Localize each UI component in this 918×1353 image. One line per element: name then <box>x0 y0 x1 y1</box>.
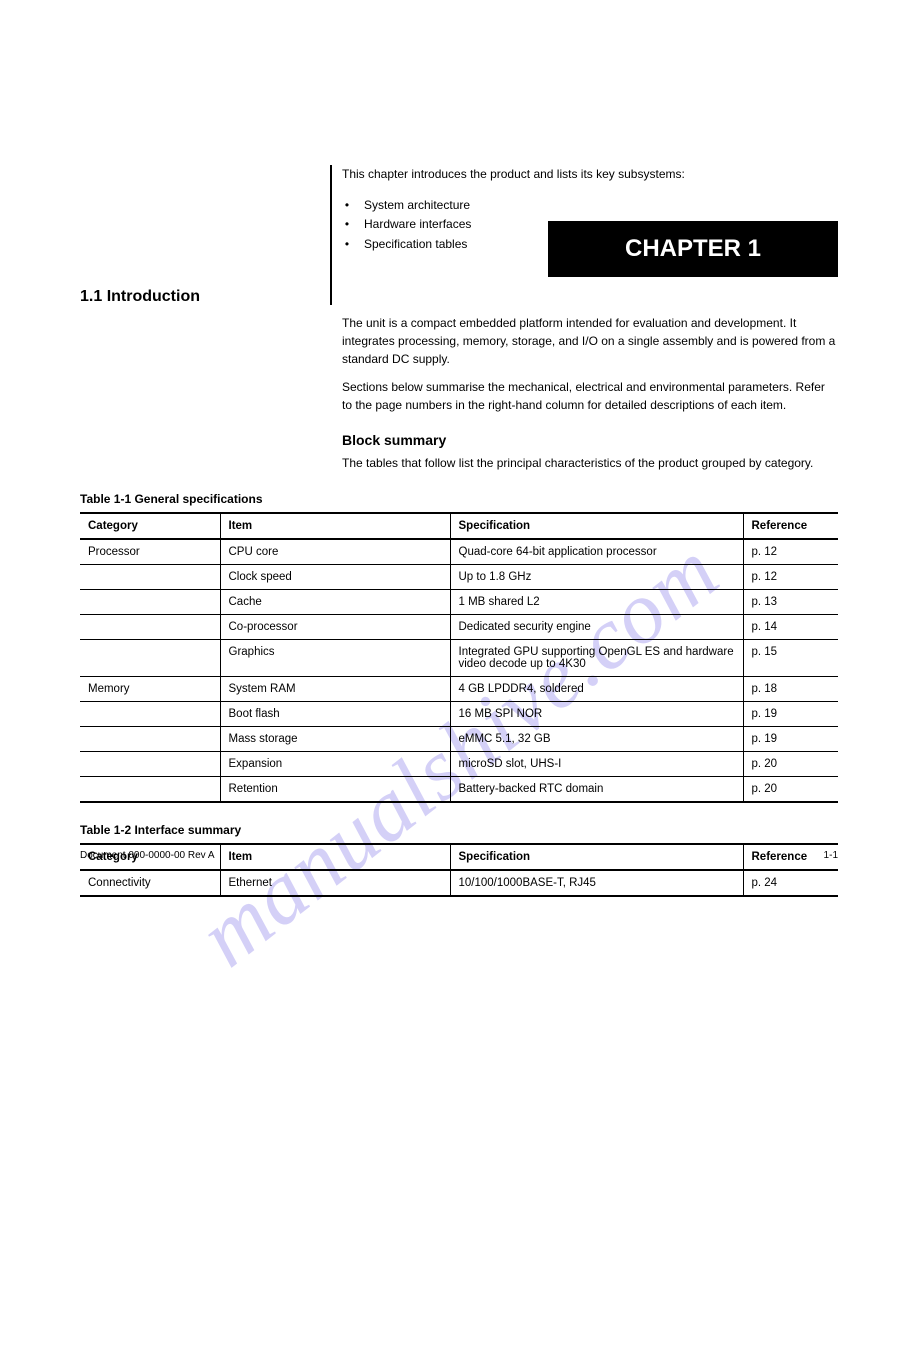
table-cell: 16 MB SPI NOR <box>450 701 743 726</box>
table-cell: System RAM <box>220 676 450 701</box>
table-row: RetentionBattery-backed RTC domainp. 20 <box>80 776 838 802</box>
chapter-abstract: This chapter introduces the product and … <box>342 165 838 184</box>
bullet-icon: • <box>342 215 352 234</box>
table-header-row: Category Item Specification Reference <box>80 513 838 539</box>
table-cell: p. 12 <box>743 564 838 589</box>
table-cell: Cache <box>220 589 450 614</box>
table-header: Reference <box>743 513 838 539</box>
table-caption: Table 1-2 Interface summary <box>80 823 838 837</box>
table-cell <box>80 776 220 802</box>
table-cell: Clock speed <box>220 564 450 589</box>
header-vertical-rule <box>330 165 332 305</box>
table-cell: p. 19 <box>743 701 838 726</box>
table-cell: CPU core <box>220 539 450 565</box>
table-cell: p. 20 <box>743 751 838 776</box>
table-body: ConnectivityEthernet10/100/1000BASE-T, R… <box>80 870 838 896</box>
table-header: Item <box>220 513 450 539</box>
table-cell: Processor <box>80 539 220 565</box>
bullet-icon: • <box>342 196 352 215</box>
chapter-badge: CHAPTER 1 <box>548 221 838 277</box>
table-cell: Up to 1.8 GHz <box>450 564 743 589</box>
table-cell: 1 MB shared L2 <box>450 589 743 614</box>
table-cell: Memory <box>80 676 220 701</box>
section-heading: 1.1 Introduction <box>80 288 838 306</box>
table-cell: Graphics <box>220 639 450 676</box>
table-cell <box>80 726 220 751</box>
table-row: Cache1 MB shared L2p. 13 <box>80 589 838 614</box>
table-caption: Table 1-1 General specifications <box>80 492 838 506</box>
bullet-icon: • <box>342 235 352 254</box>
table-header: Specification <box>450 513 743 539</box>
table-cell: Connectivity <box>80 870 220 896</box>
table-cell: Mass storage <box>220 726 450 751</box>
table-cell <box>80 701 220 726</box>
table-row: Boot flash16 MB SPI NORp. 19 <box>80 701 838 726</box>
list-item: • System architecture <box>342 196 838 215</box>
table-cell: p. 18 <box>743 676 838 701</box>
table-cell: 10/100/1000BASE-T, RJ45 <box>450 870 743 896</box>
intro-paragraph: Sections below summarise the mechanical,… <box>342 378 838 414</box>
table-row: Clock speedUp to 1.8 GHzp. 12 <box>80 564 838 589</box>
table-cell: p. 19 <box>743 726 838 751</box>
table-cell: p. 14 <box>743 614 838 639</box>
table-row: MemorySystem RAM4 GB LPDDR4, solderedp. … <box>80 676 838 701</box>
table-cell <box>80 589 220 614</box>
page-container: CHAPTER 1 This chapter introduces the pr… <box>0 165 918 897</box>
intro-paragraph: The unit is a compact embedded platform … <box>342 314 838 368</box>
list-item-label: Hardware interfaces <box>364 215 471 234</box>
table-row: ExpansionmicroSD slot, UHS-Ip. 20 <box>80 751 838 776</box>
table-body: ProcessorCPU coreQuad-core 64-bit applic… <box>80 539 838 802</box>
table-cell: Ethernet <box>220 870 450 896</box>
table-cell: 4 GB LPDDR4, soldered <box>450 676 743 701</box>
list-item-label: System architecture <box>364 196 470 215</box>
table-cell: Expansion <box>220 751 450 776</box>
table-cell: Co-processor <box>220 614 450 639</box>
subsection-heading: Block summary <box>342 432 838 448</box>
table-cell: p. 20 <box>743 776 838 802</box>
table-cell <box>80 614 220 639</box>
footer-doc-id: Document 000-0000-00 Rev A <box>80 850 215 861</box>
chapter-badge-label: CHAPTER 1 <box>625 235 761 263</box>
table-cell: p. 24 <box>743 870 838 896</box>
table-row: Mass storageeMMC 5.1, 32 GBp. 19 <box>80 726 838 751</box>
page-footer: Document 000-0000-00 Rev A 1-1 <box>80 850 838 861</box>
table-cell <box>80 639 220 676</box>
table-row: GraphicsIntegrated GPU supporting OpenGL… <box>80 639 838 676</box>
table-cell: eMMC 5.1, 32 GB <box>450 726 743 751</box>
specifications-table: Category Item Specification Reference Pr… <box>80 512 838 803</box>
table-cell <box>80 564 220 589</box>
table-row: ProcessorCPU coreQuad-core 64-bit applic… <box>80 539 838 565</box>
table-cell: Dedicated security engine <box>450 614 743 639</box>
footer-page-number: 1-1 <box>824 850 838 861</box>
table-row: ConnectivityEthernet10/100/1000BASE-T, R… <box>80 870 838 896</box>
subsection-paragraph: The tables that follow list the principa… <box>342 454 838 472</box>
list-item-label: Specification tables <box>364 235 467 254</box>
table-cell: Battery-backed RTC domain <box>450 776 743 802</box>
table-cell: p. 12 <box>743 539 838 565</box>
table-cell: microSD slot, UHS-I <box>450 751 743 776</box>
table-header: Category <box>80 513 220 539</box>
table-cell: Retention <box>220 776 450 802</box>
table-cell: p. 15 <box>743 639 838 676</box>
table-row: Co-processorDedicated security enginep. … <box>80 614 838 639</box>
table-cell: Integrated GPU supporting OpenGL ES and … <box>450 639 743 676</box>
table-cell <box>80 751 220 776</box>
table-cell: p. 13 <box>743 589 838 614</box>
table-cell: Quad-core 64-bit application processor <box>450 539 743 565</box>
table-cell: Boot flash <box>220 701 450 726</box>
